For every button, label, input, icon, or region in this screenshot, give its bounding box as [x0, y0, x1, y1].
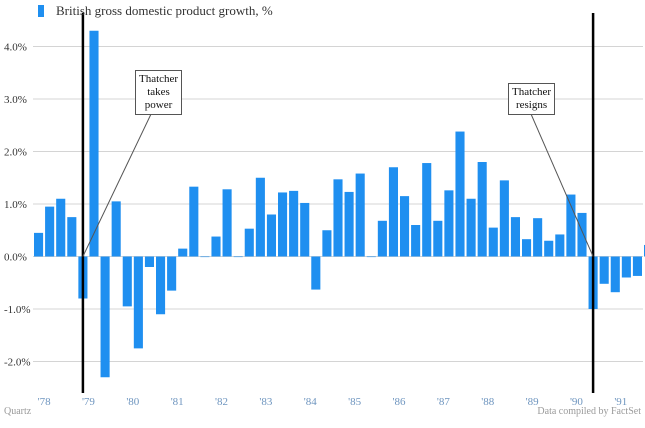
bar: [178, 248, 188, 257]
bar: [100, 256, 110, 378]
bar: [322, 230, 332, 257]
event-layer: [81, 13, 595, 393]
bar: [56, 198, 66, 257]
bar: [45, 206, 55, 257]
annotation-line: Thatcher: [512, 86, 552, 98]
x-tick-label: '91: [614, 396, 627, 408]
footer-source: Quartz: [4, 406, 32, 417]
footer-credit: Data compiled by FactSet: [537, 406, 641, 417]
bar: [111, 201, 121, 257]
bar: [211, 236, 221, 257]
y-tick-label: -2.0%: [4, 357, 31, 369]
annotation-thatcher-takes-power: Thatcher takes power: [135, 70, 183, 115]
bar: [377, 220, 387, 257]
bar: [599, 256, 609, 284]
x-tick-label: '89: [526, 396, 539, 408]
x-tick-label: '83: [259, 396, 272, 408]
bar: [499, 180, 509, 257]
bar: [133, 256, 143, 349]
bar: [222, 189, 232, 257]
x-tick-label: '87: [437, 396, 450, 408]
x-tick-label: '79: [82, 396, 95, 408]
y-tick-label: -1.0%: [4, 304, 31, 316]
bar: [311, 256, 321, 290]
bar: [67, 217, 77, 257]
y-tick-layer: -2.0% -1.0% 0.0% 1.0% 2.0% 3.0% 4.0%: [4, 42, 31, 369]
bar: [233, 256, 243, 258]
y-tick-label: 4.0%: [4, 42, 27, 54]
x-tick-label: '90: [570, 396, 583, 408]
annotation-leader-line: [82, 111, 153, 257]
bar: [167, 256, 177, 291]
annotation-thatcher-resigns: Thatcher resigns: [508, 83, 556, 115]
bar: [189, 186, 199, 257]
bar: [388, 167, 399, 257]
y-tick-label: 3.0%: [4, 94, 27, 106]
bar: [333, 179, 343, 257]
bar: [89, 30, 99, 257]
y-tick-label: 1.0%: [4, 199, 27, 211]
bar: [144, 256, 155, 267]
bar: [521, 239, 532, 257]
legend-swatch: [38, 5, 44, 17]
legend: British gross domestic product growth, %: [38, 3, 273, 19]
x-tick-label: '80: [126, 396, 139, 408]
bar: [355, 173, 365, 257]
bar: [632, 256, 643, 276]
bar: [200, 256, 210, 258]
legend-label: British gross domestic product growth, %: [56, 3, 273, 18]
annotation-line: power: [144, 99, 173, 111]
x-tick-label: '81: [171, 396, 184, 408]
bar: [277, 192, 288, 257]
bar: [422, 163, 432, 257]
bar: [577, 212, 587, 257]
annotation-line: resigns: [515, 99, 548, 111]
x-tick-label: '84: [304, 396, 317, 408]
bar: [399, 196, 410, 257]
bar: [366, 256, 376, 258]
bar: [300, 202, 310, 257]
x-tick-label: '82: [215, 396, 228, 408]
bar: [643, 244, 645, 257]
bar: [533, 218, 543, 257]
bar: [555, 234, 565, 257]
y-tick-label: 0.0%: [4, 252, 27, 264]
bar: [266, 214, 277, 257]
y-tick-label: 2.0%: [4, 147, 27, 159]
x-tick-label: '88: [481, 396, 494, 408]
bar: [155, 256, 166, 315]
bar: [255, 177, 265, 257]
bar: [466, 198, 476, 257]
bar: [477, 162, 487, 257]
x-tick-label: '86: [393, 396, 406, 408]
annotation-line: Thatcher: [139, 73, 179, 85]
bar: [488, 227, 498, 257]
bar: [566, 194, 576, 257]
bar: [244, 228, 254, 257]
x-tick-layer: '78 '79 '80 '81 '82 '83 '84 '85 '86 '87 '88 '89 '90 '…: [38, 396, 628, 408]
bar-layer: [33, 30, 645, 378]
bar: [122, 256, 132, 307]
bar: [289, 190, 299, 257]
bar: [444, 190, 454, 257]
bar: [411, 225, 421, 257]
bar: [33, 232, 44, 257]
bar: [510, 217, 521, 257]
x-tick-label: '85: [348, 396, 361, 408]
bar: [433, 220, 443, 257]
bar: [621, 256, 631, 278]
bar: [544, 240, 554, 257]
x-tick-label: '78: [38, 396, 51, 408]
annotation-leader-line: [530, 113, 594, 257]
annotation-line: takes: [147, 86, 170, 98]
bar: [344, 191, 354, 257]
bar: [610, 256, 620, 293]
bar: [455, 131, 465, 257]
